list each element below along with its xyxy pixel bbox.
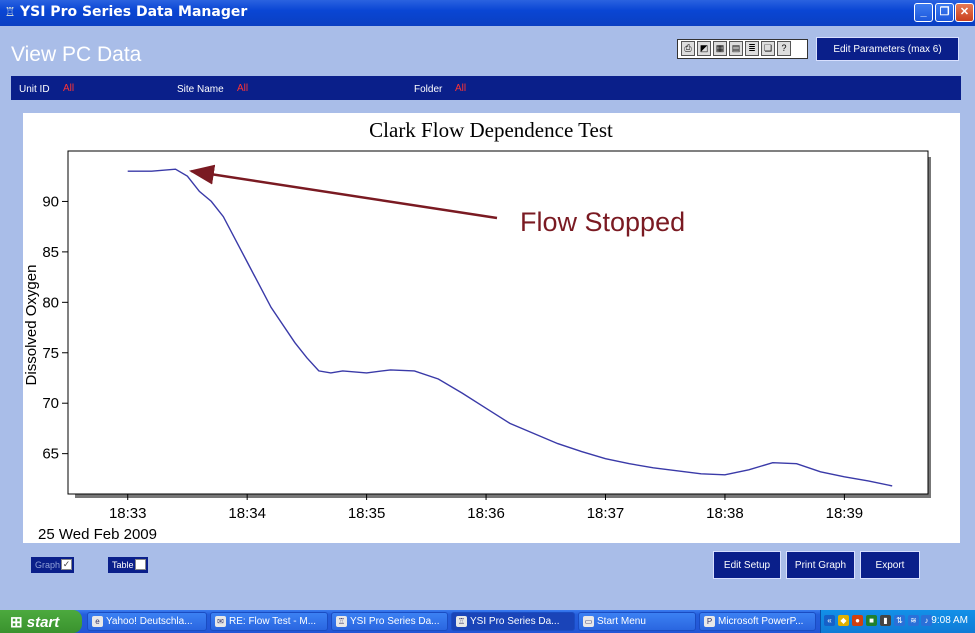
filter-bar: Unit ID All Site Name All Folder All bbox=[11, 76, 961, 100]
tray-app-icon[interactable]: ▮ bbox=[880, 615, 891, 626]
table-icon[interactable]: ▤ bbox=[729, 41, 743, 56]
unit-id-label: Unit ID bbox=[19, 84, 50, 95]
chart-title: Clark Flow Dependence Test bbox=[369, 118, 613, 142]
edit-setup-button[interactable]: Edit Setup bbox=[713, 551, 781, 579]
window-title: YSI Pro Series Data Manager bbox=[20, 4, 248, 20]
folder-value[interactable]: All bbox=[455, 83, 467, 94]
x-tick-label: 18:33 bbox=[109, 505, 147, 522]
windows-logo-icon: ⊞ bbox=[10, 614, 27, 631]
line-chart: Clark Flow Dependence Test 657075808590 … bbox=[23, 118, 931, 543]
browser-icon: e bbox=[92, 616, 103, 627]
mail-icon: ✉ bbox=[215, 616, 226, 627]
folder-icon: ▭ bbox=[583, 616, 594, 627]
minimize-button[interactable]: _ bbox=[914, 3, 933, 22]
powerpoint-icon: P bbox=[704, 616, 715, 627]
tray-app-icon[interactable]: ■ bbox=[866, 615, 877, 626]
wifi-icon[interactable]: ≋ bbox=[908, 615, 919, 626]
print-graph-button[interactable]: Print Graph bbox=[786, 551, 855, 579]
x-tick-label: 18:39 bbox=[826, 505, 864, 522]
y-axis-label: Dissolved Oxygen bbox=[23, 265, 40, 386]
start-button[interactable]: ⊞ start bbox=[0, 610, 82, 633]
taskbar-item-ysi-2[interactable]: ♖ YSI Pro Series Da... bbox=[451, 612, 575, 631]
taskbar-item-email[interactable]: ✉ RE: Flow Test - M... bbox=[210, 612, 328, 631]
y-tick-label: 70 bbox=[42, 395, 59, 412]
edit-parameters-button[interactable]: Edit Parameters (max 6) bbox=[816, 37, 959, 61]
series-line bbox=[127, 168, 893, 487]
taskbar: ⊞ start e Yahoo! Deutschla... ✉ RE: Flow T… bbox=[0, 610, 975, 633]
y-tick-label: 90 bbox=[42, 193, 59, 210]
y-tick-label: 85 bbox=[42, 244, 59, 261]
chevron-left-icon[interactable]: « bbox=[824, 615, 835, 626]
taskbar-item-start-menu[interactable]: ▭ Start Menu bbox=[578, 612, 696, 631]
clock[interactable]: 9:08 AM bbox=[931, 615, 968, 626]
unit-id-value[interactable]: All bbox=[63, 83, 75, 94]
unchecked-box-icon bbox=[135, 559, 146, 570]
graph-toolbar: ⎙ ◩ ▦ ▤ ≣ ❏ ? bbox=[677, 39, 808, 59]
site-name-value[interactable]: All bbox=[237, 83, 249, 94]
tray-app-icon[interactable]: ◆ bbox=[838, 615, 849, 626]
graph-checkbox[interactable]: Graph ✓ bbox=[31, 557, 74, 573]
annotation-arrow bbox=[188, 164, 498, 220]
ysi-app-icon: ♖ bbox=[456, 616, 467, 627]
restore-button[interactable]: ❐ bbox=[935, 3, 954, 22]
date-label: 25 Wed Feb 2009 bbox=[38, 526, 157, 543]
x-tick-label: 18:38 bbox=[706, 505, 744, 522]
export-button[interactable]: Export bbox=[860, 551, 920, 579]
table-checkbox-label: Table bbox=[112, 560, 134, 570]
copy-icon[interactable]: ❏ bbox=[761, 41, 775, 56]
y-tick-label: 80 bbox=[42, 294, 59, 311]
chart-panel: Clark Flow Dependence Test 65 70 75 80 85 90 … bbox=[23, 113, 960, 543]
tray-app-icon[interactable]: ● bbox=[852, 615, 863, 626]
volume-icon[interactable]: ♪ bbox=[921, 615, 932, 626]
grid-icon[interactable]: ▦ bbox=[713, 41, 727, 56]
page-title: View PC Data bbox=[11, 43, 142, 66]
graph-checkbox-label: Graph bbox=[35, 560, 61, 570]
checkmark-icon: ✓ bbox=[61, 559, 72, 570]
x-tick-label: 18:34 bbox=[228, 505, 266, 522]
network-icon[interactable]: ⇅ bbox=[894, 615, 905, 626]
close-button[interactable]: ✕ bbox=[955, 3, 974, 22]
annotation-text: Flow Stopped bbox=[520, 207, 685, 237]
y-tick-label: 75 bbox=[42, 345, 59, 362]
chart-icon[interactable]: ◩ bbox=[697, 41, 711, 56]
ysi-app-icon: ♖ bbox=[336, 616, 347, 627]
table-checkbox[interactable]: Table bbox=[108, 557, 148, 573]
taskbar-item-yahoo[interactable]: e Yahoo! Deutschla... bbox=[87, 612, 207, 631]
site-name-label: Site Name bbox=[177, 84, 224, 95]
list-icon[interactable]: ≣ bbox=[745, 41, 759, 56]
taskbar-item-powerpoint[interactable]: P Microsoft PowerP... bbox=[699, 612, 816, 631]
x-tick-label: 18:37 bbox=[587, 505, 625, 522]
folder-label: Folder bbox=[414, 84, 443, 95]
y-tick-label: 65 bbox=[42, 446, 59, 463]
print-icon[interactable]: ⎙ bbox=[681, 41, 695, 56]
plot-area bbox=[67, 150, 929, 495]
x-tick-label: 18:35 bbox=[348, 505, 386, 522]
title-bar: ♖ YSI Pro Series Data Manager _ ❐ ✕ bbox=[0, 0, 975, 26]
system-tray: « ◆ ● ■ ▮ ⇅ ≋ ♪ 9:08 AM bbox=[820, 610, 975, 633]
ysi-app-icon: ♖ bbox=[4, 5, 16, 19]
taskbar-item-ysi-1[interactable]: ♖ YSI Pro Series Da... bbox=[331, 612, 448, 631]
help-icon[interactable]: ? bbox=[777, 41, 791, 56]
x-tick-label: 18:36 bbox=[467, 505, 505, 522]
